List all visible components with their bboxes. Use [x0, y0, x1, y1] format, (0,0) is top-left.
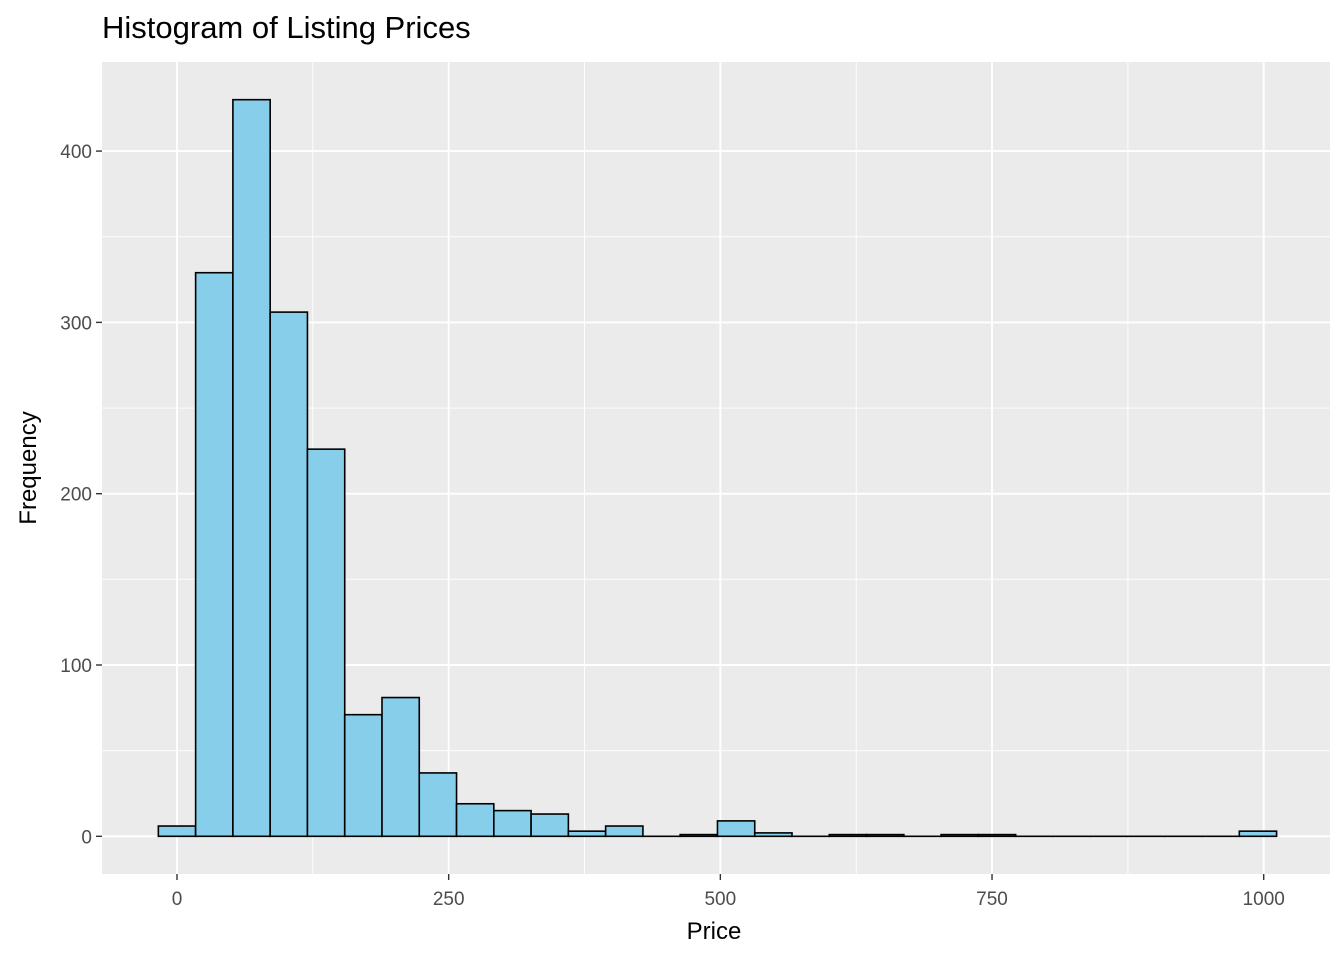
histogram-bar — [1238, 830, 1278, 838]
histogram-bar — [455, 802, 495, 838]
axis-tick-marks — [96, 150, 1265, 880]
histogram-bar — [343, 713, 383, 838]
y-tick-label: 200 — [60, 485, 92, 506]
histogram-bar — [604, 825, 644, 838]
x-tick-label: 0 — [172, 889, 183, 910]
x-tick-label: 250 — [433, 889, 465, 910]
histogram-bar — [194, 271, 234, 838]
histogram-bar — [381, 696, 421, 838]
x-tick-label: 750 — [976, 889, 1008, 910]
histogram-bar — [530, 813, 570, 838]
histogram-bar — [269, 311, 309, 838]
histogram-bar — [306, 448, 346, 838]
x-tick-label: 1000 — [1243, 889, 1285, 910]
x-axis-title: Price — [687, 918, 742, 945]
y-tick-label: 100 — [60, 656, 92, 677]
histogram-bar — [418, 772, 458, 838]
histogram-bar — [679, 833, 719, 838]
histogram-bar — [716, 820, 756, 838]
histogram-bar — [157, 825, 197, 838]
y-tick-label: 400 — [60, 142, 92, 163]
histogram-bar — [977, 833, 1017, 838]
histogram-bar — [940, 833, 980, 838]
y-axis-title: Frequency — [15, 411, 42, 524]
x-axis-tick-labels: 0 250 500 750 1000 — [172, 889, 1285, 910]
histogram-bar — [567, 830, 607, 838]
chart-title: Histogram of Listing Prices — [102, 10, 471, 45]
y-tick-label: 300 — [60, 313, 92, 334]
x-tick-label: 500 — [704, 889, 736, 910]
histogram-bar — [828, 833, 868, 838]
histogram-bar — [493, 809, 532, 838]
histogram-bar — [865, 833, 905, 838]
y-axis-tick-labels: 0 100 200 300 400 — [60, 142, 92, 848]
histogram-bar — [753, 832, 793, 838]
histogram-bars — [157, 98, 1278, 838]
histogram-bar — [232, 98, 271, 838]
y-tick-label: 0 — [81, 827, 92, 848]
